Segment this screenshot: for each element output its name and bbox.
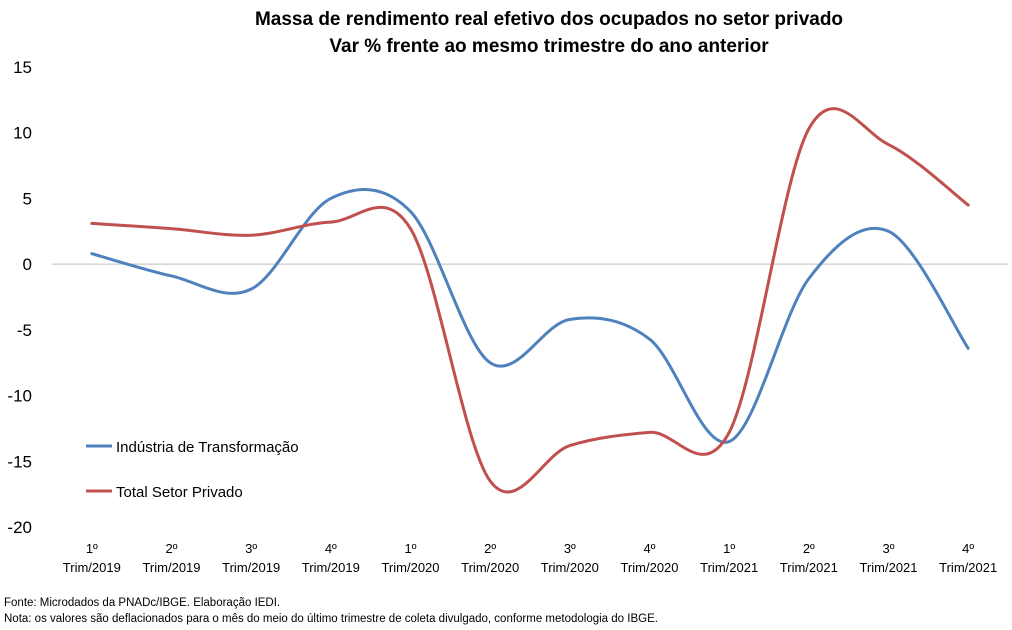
chart-title-line-2: Var % frente ao mesmo trimestre do ano a… bbox=[329, 36, 769, 57]
y-tick-label: 5 bbox=[23, 189, 32, 208]
x-tick-label-year: Trim/2019 bbox=[302, 560, 360, 575]
x-tick-label-year: Trim/2019 bbox=[222, 560, 280, 575]
x-tick-label-year: Trim/2020 bbox=[541, 560, 599, 575]
x-tick-label-quarter: 1º bbox=[405, 541, 417, 556]
x-tick-label-quarter: 2º bbox=[166, 541, 178, 556]
y-tick-label: -10 bbox=[7, 387, 32, 406]
x-tick-label-year: Trim/2019 bbox=[63, 560, 121, 575]
x-tick-label-quarter: 3º bbox=[883, 541, 895, 556]
y-tick-label: -5 bbox=[17, 321, 32, 340]
x-tick-label-quarter: 4º bbox=[325, 541, 337, 556]
y-tick-label: 10 bbox=[13, 124, 32, 143]
source-note: Fonte: Microdados da PNADc/IBGE. Elabora… bbox=[4, 597, 281, 609]
legend-label-industria: Indústria de Transformação bbox=[116, 439, 299, 456]
series-line-total-setor-privado bbox=[90, 107, 970, 494]
x-tick-label-year: Trim/2021 bbox=[859, 560, 917, 575]
legend-label-total: Total Setor Privado bbox=[116, 484, 243, 501]
x-tick-label-year: Trim/2021 bbox=[939, 560, 997, 575]
x-tick-label-year: Trim/2021 bbox=[700, 560, 758, 575]
y-tick-label: -15 bbox=[7, 452, 32, 471]
y-tick-label: -20 bbox=[7, 518, 32, 537]
x-tick-label-year: Trim/2020 bbox=[381, 560, 439, 575]
x-tick-label-quarter: 3º bbox=[245, 541, 257, 556]
x-tick-label-quarter: 1º bbox=[723, 541, 735, 556]
x-tick-label-year: Trim/2020 bbox=[620, 560, 678, 575]
chart-title-line-1: Massa de rendimento real efetivo dos ocu… bbox=[255, 9, 843, 30]
x-tick-label-year: Trim/2019 bbox=[142, 560, 200, 575]
methodology-note: Nota: os valores são deflacionados para … bbox=[4, 613, 658, 625]
x-tick-label-year: Trim/2020 bbox=[461, 560, 519, 575]
x-tick-label-quarter: 4º bbox=[644, 541, 656, 556]
x-tick-label-quarter: 3º bbox=[564, 541, 576, 556]
x-tick-label-quarter: 1º bbox=[86, 541, 98, 556]
series-line-industria-transformacao bbox=[90, 188, 970, 444]
y-tick-label: 0 bbox=[23, 255, 32, 274]
x-tick-label-quarter: 2º bbox=[803, 541, 815, 556]
y-tick-label: 15 bbox=[13, 58, 32, 77]
x-tick-label-quarter: 2º bbox=[484, 541, 496, 556]
x-tick-label-quarter: 4º bbox=[962, 541, 974, 556]
x-tick-label-year: Trim/2021 bbox=[780, 560, 838, 575]
